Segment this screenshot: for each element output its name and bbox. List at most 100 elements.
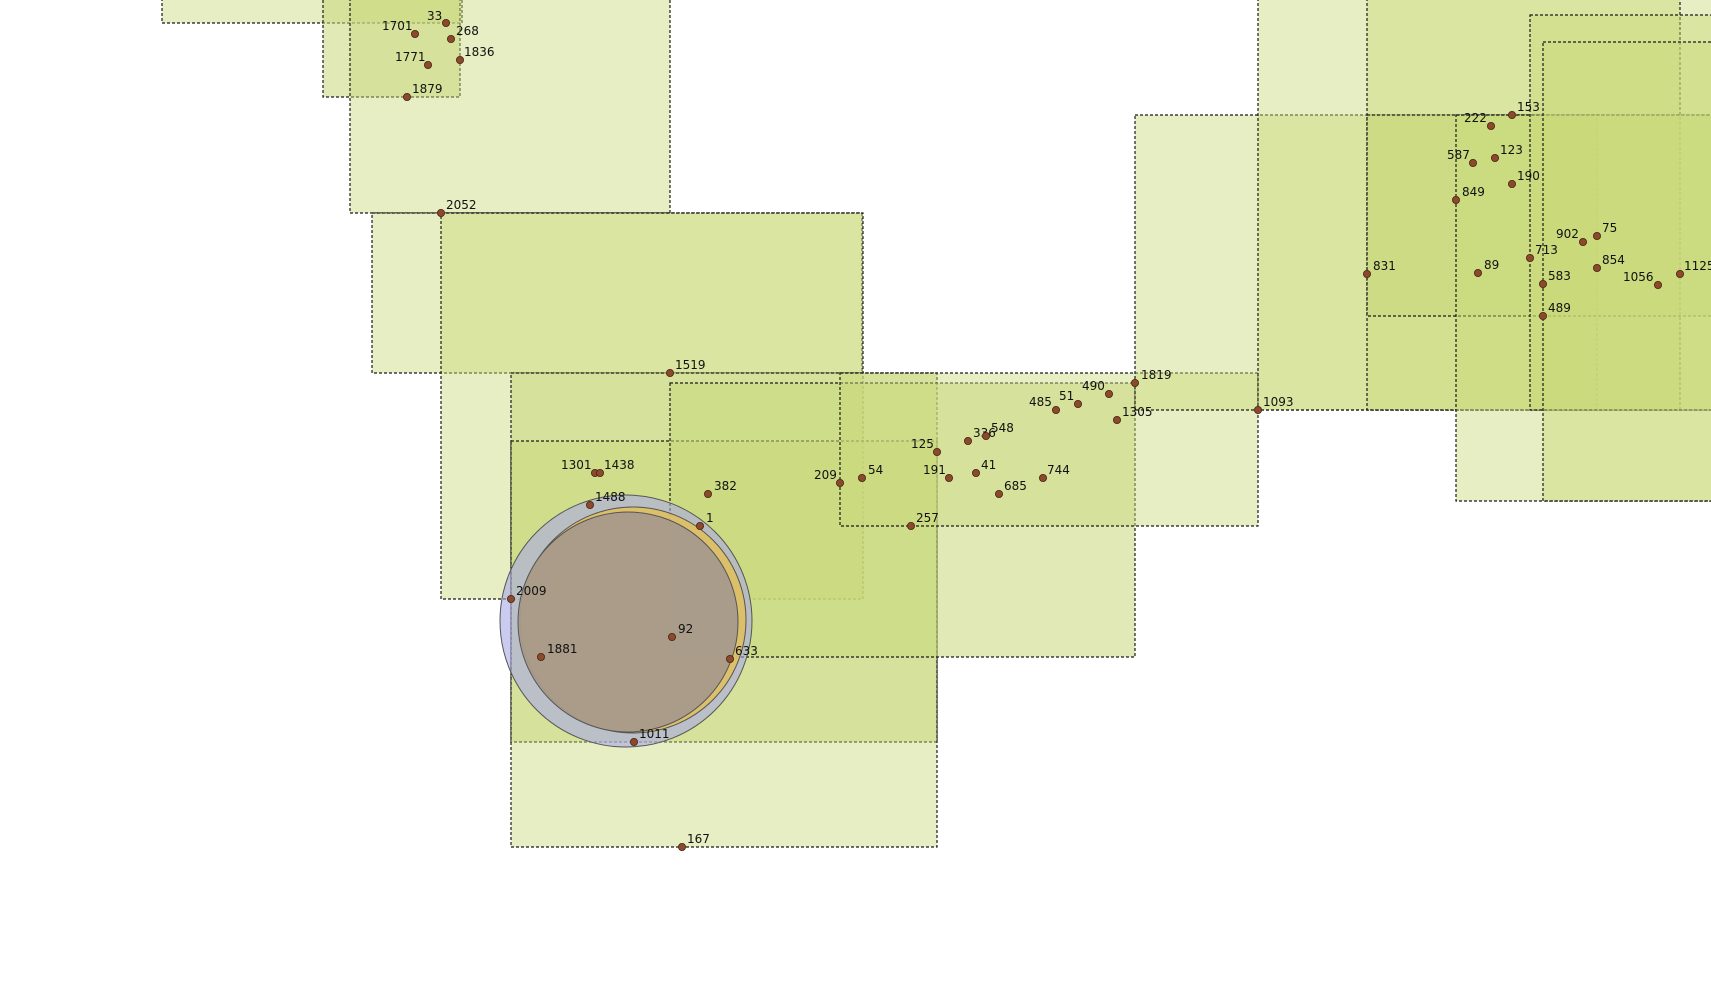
map-region[interactable] — [349, 0, 671, 214]
point-marker[interactable] — [1363, 269, 1372, 278]
point-marker[interactable] — [1052, 405, 1061, 414]
point-marker[interactable] — [1676, 269, 1685, 278]
map-point[interactable]: 1125 — [1676, 259, 1711, 278]
circle-area[interactable] — [517, 511, 739, 733]
map-point[interactable]: 153 — [1508, 100, 1540, 120]
map-region[interactable] — [1455, 114, 1711, 502]
map-point[interactable]: 490 — [1082, 379, 1114, 398]
point-marker[interactable] — [933, 447, 942, 456]
map-point[interactable]: 382 — [704, 479, 737, 498]
point-marker[interactable] — [1131, 378, 1140, 387]
map-point[interactable]: 54 — [858, 463, 883, 482]
point-marker[interactable] — [441, 18, 450, 27]
map-point[interactable]: 1771 — [395, 50, 432, 70]
map-point[interactable]: 1819 — [1131, 368, 1172, 387]
point-marker[interactable] — [1491, 153, 1500, 162]
point-marker[interactable] — [630, 738, 639, 747]
point-marker[interactable] — [1593, 263, 1602, 272]
point-marker[interactable] — [455, 56, 464, 65]
point-marker[interactable] — [668, 633, 677, 642]
point-marker[interactable] — [1654, 280, 1663, 289]
map-point[interactable]: 191 — [923, 463, 954, 482]
point-marker[interactable] — [1113, 415, 1122, 424]
map-point[interactable]: 1519 — [666, 358, 706, 377]
point-marker[interactable] — [402, 93, 411, 102]
point-marker[interactable] — [1039, 473, 1048, 482]
point-marker[interactable] — [1526, 253, 1535, 262]
map-point[interactable]: 167 — [678, 832, 710, 852]
point-marker[interactable] — [1105, 389, 1114, 398]
map-region[interactable] — [839, 372, 1259, 527]
map-point[interactable]: 1011 — [630, 727, 670, 747]
point-marker[interactable] — [1254, 405, 1263, 414]
point-marker[interactable] — [907, 522, 916, 531]
point-marker[interactable] — [1508, 179, 1517, 188]
map-point[interactable]: 713 — [1526, 243, 1558, 262]
map-point[interactable]: 33 — [427, 9, 450, 27]
map-point[interactable]: 548 — [982, 421, 1014, 440]
map-point[interactable]: 190 — [1508, 169, 1540, 188]
map-point[interactable]: 2009 — [506, 584, 547, 604]
point-marker[interactable] — [1452, 195, 1461, 204]
map-region[interactable] — [322, 0, 461, 98]
map-point[interactable]: 1 — [696, 511, 714, 531]
map-point[interactable]: 1879 — [402, 82, 443, 102]
map-point[interactable]: 257 — [907, 511, 939, 531]
map-point[interactable]: 485 — [1029, 395, 1061, 414]
point-marker[interactable] — [423, 61, 432, 70]
point-marker[interactable] — [945, 473, 954, 482]
map-point[interactable]: 1488 — [586, 490, 626, 509]
map-point[interactable]: 51 — [1059, 389, 1083, 408]
map-point[interactable]: 92 — [668, 622, 693, 642]
point-marker[interactable] — [858, 473, 867, 482]
point-marker[interactable] — [972, 468, 981, 477]
point-marker[interactable] — [1474, 268, 1483, 277]
point-marker[interactable] — [586, 500, 595, 509]
map-point[interactable]: 222 — [1464, 111, 1496, 131]
point-marker[interactable] — [1469, 158, 1478, 167]
point-marker[interactable] — [1539, 279, 1548, 288]
point-marker[interactable] — [506, 595, 515, 604]
map-point[interactable]: 854 — [1593, 253, 1625, 272]
map-point[interactable]: 849 — [1452, 185, 1485, 204]
map-point[interactable]: 1438 — [596, 458, 635, 477]
point-marker[interactable] — [596, 468, 605, 477]
map-point[interactable]: 902 — [1556, 227, 1588, 246]
map-point[interactable]: 89 — [1474, 258, 1499, 277]
point-marker[interactable] — [410, 29, 419, 38]
map-point[interactable]: 209 — [814, 468, 845, 487]
point-marker[interactable] — [1508, 111, 1517, 120]
map-point[interactable]: 1836 — [455, 45, 495, 65]
point-marker[interactable] — [836, 478, 845, 487]
point-marker[interactable] — [436, 208, 445, 217]
point-marker[interactable] — [726, 655, 735, 664]
map-point[interactable]: 123 — [1491, 143, 1523, 162]
map-point[interactable]: 1305 — [1113, 405, 1153, 424]
map-point[interactable]: 1701 — [382, 19, 419, 38]
map-point[interactable]: 489 — [1539, 301, 1571, 320]
map-point[interactable]: 2052 — [436, 198, 477, 217]
map-point[interactable]: 685 — [995, 479, 1027, 498]
map-region[interactable] — [1529, 14, 1711, 411]
point-marker[interactable] — [537, 653, 546, 662]
point-marker[interactable] — [1539, 311, 1548, 320]
map-point[interactable]: 41 — [972, 458, 996, 477]
point-marker[interactable] — [1593, 231, 1602, 240]
point-marker[interactable] — [704, 489, 713, 498]
point-marker[interactable] — [678, 843, 687, 852]
point-marker[interactable] — [666, 368, 675, 377]
map-point[interactable]: 583 — [1539, 269, 1571, 288]
map-point[interactable]: 587 — [1447, 148, 1478, 167]
point-marker[interactable] — [1487, 122, 1496, 131]
point-marker[interactable] — [982, 431, 991, 440]
point-marker[interactable] — [964, 436, 973, 445]
map-point[interactable]: 125 — [911, 437, 942, 456]
map-point[interactable]: 633 — [726, 644, 758, 664]
map-point[interactable]: 744 — [1039, 463, 1070, 482]
map-point[interactable]: 75 — [1593, 221, 1617, 240]
point-marker[interactable] — [446, 35, 455, 44]
map-point[interactable]: 1093 — [1254, 395, 1294, 414]
point-marker[interactable] — [696, 522, 705, 531]
map-region[interactable] — [1366, 114, 1711, 317]
point-marker[interactable] — [1579, 237, 1588, 246]
